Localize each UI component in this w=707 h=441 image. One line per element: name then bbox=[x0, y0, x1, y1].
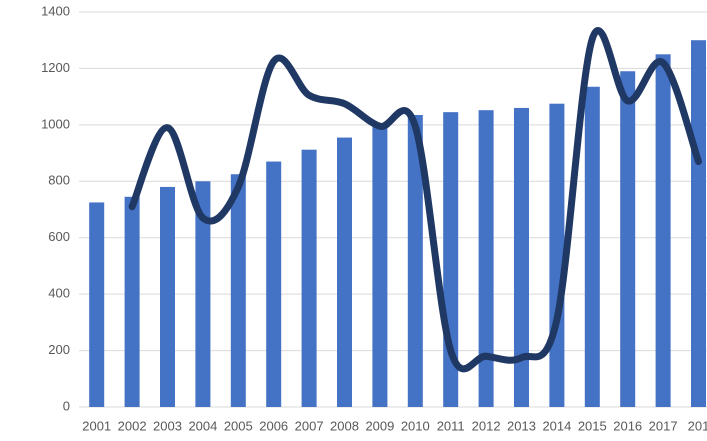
x-tick-label: 2016 bbox=[613, 418, 642, 433]
x-tick-label: 2014 bbox=[542, 418, 571, 433]
x-tick-label: 2001 bbox=[82, 418, 111, 433]
bar bbox=[372, 126, 388, 408]
bar bbox=[549, 103, 565, 408]
y-tick-label: 200 bbox=[48, 342, 70, 357]
y-tick-label: 0 bbox=[63, 398, 70, 413]
bar bbox=[584, 86, 600, 408]
bar bbox=[691, 40, 706, 407]
bar bbox=[89, 202, 105, 407]
y-tick-label: 1400 bbox=[41, 3, 70, 18]
x-tick-label: 2010 bbox=[401, 418, 430, 433]
bar bbox=[230, 174, 246, 407]
x-tick-label: 2013 bbox=[507, 418, 536, 433]
x-tick-label: 2008 bbox=[330, 418, 359, 433]
x-tick-label: 2002 bbox=[118, 418, 147, 433]
x-tick-label: 2006 bbox=[259, 418, 288, 433]
x-tick-label: 2003 bbox=[153, 418, 182, 433]
y-tick-label: 1200 bbox=[41, 60, 70, 75]
bar bbox=[195, 181, 211, 407]
bar bbox=[301, 149, 317, 407]
y-tick-label: 600 bbox=[48, 229, 70, 244]
x-tick-label: 2007 bbox=[295, 418, 324, 433]
bar bbox=[407, 114, 423, 407]
x-tick-label: 2012 bbox=[472, 418, 501, 433]
x-tick-label: 2004 bbox=[188, 418, 217, 433]
bar bbox=[160, 186, 175, 407]
x-tick-label: 2009 bbox=[365, 418, 394, 433]
bar bbox=[337, 137, 352, 407]
bar bbox=[478, 110, 494, 407]
bar bbox=[266, 161, 282, 407]
bar bbox=[514, 107, 529, 407]
y-tick-label: 400 bbox=[48, 286, 70, 301]
x-tick-label: 2005 bbox=[224, 418, 253, 433]
y-tick-label: 800 bbox=[48, 173, 70, 188]
y-tick-label: 1000 bbox=[41, 116, 70, 131]
bar bbox=[620, 71, 636, 407]
x-tick-label: 2017 bbox=[649, 418, 678, 433]
x-tick-label: 201 bbox=[688, 418, 707, 433]
bar bbox=[124, 196, 140, 407]
bar bbox=[655, 54, 671, 407]
x-tick-label: 2015 bbox=[578, 418, 607, 433]
line bbox=[128, 26, 702, 373]
x-tick-label: 2011 bbox=[437, 418, 465, 433]
